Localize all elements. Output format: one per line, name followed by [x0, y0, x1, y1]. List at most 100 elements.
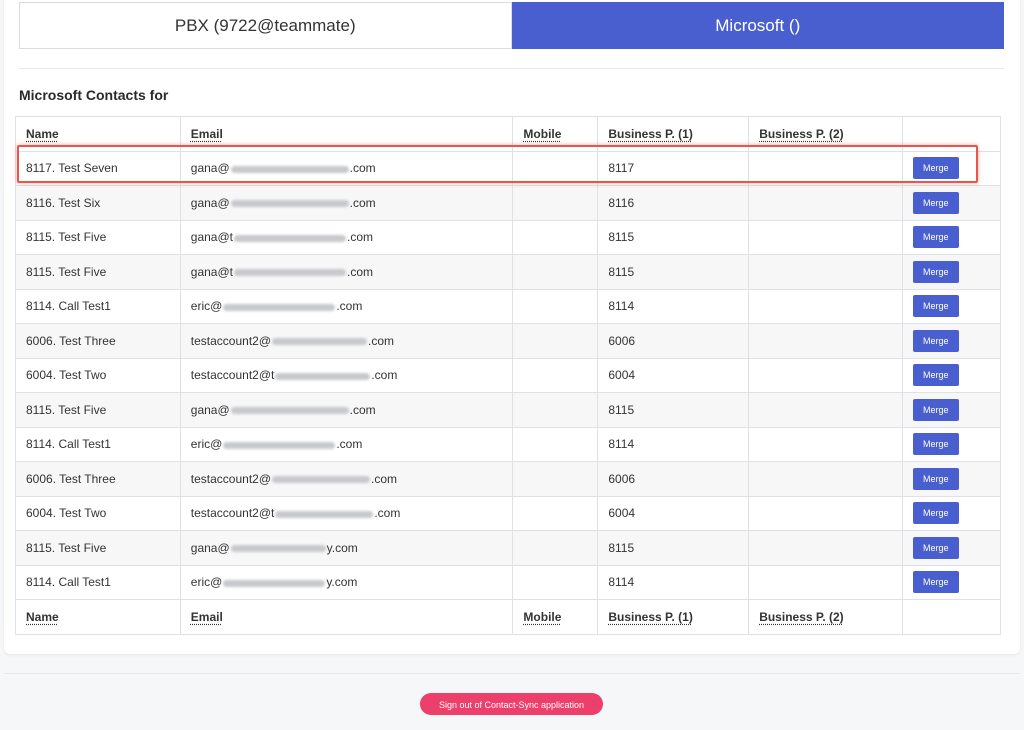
cell-email: eric@ y.com — [179, 564, 514, 600]
cell-mobile — [512, 357, 599, 393]
table-header-row: Name Email Mobile Business P. (1) Busine… — [15, 116, 1001, 152]
merge-button[interactable]: Merge — [913, 502, 959, 525]
redacted-blur — [223, 579, 326, 587]
merge-button[interactable]: Merge — [913, 364, 959, 387]
cell-action: Merge — [902, 426, 1001, 462]
cell-business-phone-1: 8115 — [597, 254, 750, 290]
cell-action: Merge — [902, 495, 1001, 531]
footer-action — [902, 599, 1001, 635]
cell-email: eric@ .com — [179, 288, 514, 324]
cell-name: 8114. Call Test1 — [15, 564, 181, 600]
cell-mobile — [512, 461, 599, 497]
footer-business-phone-2[interactable]: Business P. (2) — [748, 599, 904, 635]
cell-action: Merge — [902, 392, 1001, 428]
cell-business-phone-2 — [748, 495, 904, 531]
table-row: 8115. Test Five gana@ .com 8115 Merge — [15, 392, 1001, 428]
merge-button[interactable]: Merge — [913, 433, 959, 456]
cell-business-phone-1: 8114 — [597, 564, 750, 600]
cell-business-phone-2 — [748, 530, 904, 566]
cell-name: 8117. Test Seven — [15, 150, 181, 186]
cell-name: 6006. Test Three — [15, 323, 181, 359]
merge-button[interactable]: Merge — [913, 536, 959, 559]
merge-button[interactable]: Merge — [913, 260, 959, 283]
cell-business-phone-2 — [748, 357, 904, 393]
table-row: 6006. Test Three testaccount2@ .com 6006 … — [15, 323, 1001, 359]
cell-email: gana@t .com — [179, 219, 514, 255]
redacted-blur — [272, 476, 371, 484]
table-row: 8116. Test Six gana@ .com 8116 Merge — [15, 185, 1001, 221]
cell-mobile — [512, 219, 599, 255]
footer-name[interactable]: Name — [15, 599, 181, 635]
cell-action: Merge — [902, 564, 1001, 600]
tab-microsoft[interactable]: Microsoft () — [511, 2, 1004, 49]
cell-business-phone-2 — [748, 219, 904, 255]
cell-business-phone-1: 8116 — [597, 185, 750, 221]
cell-business-phone-1: 8117 — [597, 150, 750, 186]
header-business-phone-1[interactable]: Business P. (1) — [597, 116, 750, 152]
redacted-blur — [234, 234, 346, 242]
redacted-blur — [230, 200, 349, 208]
cell-mobile — [512, 495, 599, 531]
cell-name: 6004. Test Two — [15, 357, 181, 393]
cell-name: 6006. Test Three — [15, 461, 181, 497]
cell-business-phone-1: 8114 — [597, 288, 750, 324]
cell-business-phone-1: 6006 — [597, 461, 750, 497]
merge-button[interactable]: Merge — [913, 226, 959, 249]
merge-button[interactable]: Merge — [913, 467, 959, 490]
merge-button[interactable]: Merge — [913, 295, 959, 318]
cell-mobile — [512, 185, 599, 221]
footer-email[interactable]: Email — [179, 599, 514, 635]
cell-business-phone-1: 6006 — [597, 323, 750, 359]
redacted-blur — [230, 165, 349, 173]
cell-business-phone-2 — [748, 254, 904, 290]
cell-business-phone-1: 8115 — [597, 530, 750, 566]
header-business-phone-2[interactable]: Business P. (2) — [748, 116, 904, 152]
header-action — [902, 116, 1001, 152]
merge-button[interactable]: Merge — [913, 329, 959, 352]
cell-email: testaccount2@t .com — [179, 357, 514, 393]
redacted-blur — [223, 303, 336, 311]
cell-business-phone-1: 8114 — [597, 426, 750, 462]
cell-mobile — [512, 426, 599, 462]
cell-business-phone-2 — [748, 288, 904, 324]
cell-email: gana@t .com — [179, 254, 514, 290]
table-row: 8114. Call Test1 eric@ .com 8114 Merge — [15, 288, 1001, 324]
merge-button[interactable]: Merge — [913, 398, 959, 421]
merge-button[interactable]: Merge — [913, 157, 959, 180]
cell-action: Merge — [902, 254, 1001, 290]
footer-business-phone-1[interactable]: Business P. (1) — [597, 599, 750, 635]
section-title: Microsoft Contacts for — [19, 87, 169, 103]
table-row: 8115. Test Five gana@t .com 8115 Merge — [15, 219, 1001, 255]
cell-email: eric@ .com — [179, 426, 514, 462]
cell-business-phone-1: 6004 — [597, 357, 750, 393]
redacted-blur — [275, 510, 374, 518]
redacted-blur — [234, 269, 346, 277]
cell-mobile — [512, 323, 599, 359]
table-row: 6004. Test Two testaccount2@t .com 6004 M… — [15, 357, 1001, 393]
table-footer-row: Name Email Mobile Business P. (1) Busine… — [15, 599, 1001, 635]
table-row: 6006. Test Three testaccount2@ .com 6006 … — [15, 461, 1001, 497]
cell-email: gana@ .com — [179, 392, 514, 428]
cell-name: 6004. Test Two — [15, 495, 181, 531]
table-row: 8115. Test Five gana@ y.com 8115 Merge — [15, 530, 1001, 566]
table-row: 8115. Test Five gana@t .com 8115 Merge — [15, 254, 1001, 290]
divider — [19, 68, 1004, 69]
cell-business-phone-2 — [748, 461, 904, 497]
merge-button[interactable]: Merge — [913, 191, 959, 214]
cell-email: testaccount2@ .com — [179, 323, 514, 359]
sign-out-button[interactable]: Sign out of Contact-Sync application — [420, 693, 603, 715]
cell-mobile — [512, 254, 599, 290]
cell-email: testaccount2@t .com — [179, 495, 514, 531]
tab-pbx[interactable]: PBX (9722@teammate) — [19, 2, 512, 49]
cell-business-phone-2 — [748, 392, 904, 428]
merge-button[interactable]: Merge — [913, 571, 959, 594]
header-email[interactable]: Email — [179, 116, 514, 152]
footer-mobile[interactable]: Mobile — [512, 599, 599, 635]
table-row: 8114. Call Test1 eric@ .com 8114 Merge — [15, 426, 1001, 462]
cell-name: 8115. Test Five — [15, 392, 181, 428]
contacts-table: Name Email Mobile Business P. (1) Busine… — [15, 116, 1001, 635]
header-mobile[interactable]: Mobile — [512, 116, 599, 152]
redacted-blur — [223, 441, 336, 449]
header-name[interactable]: Name — [15, 116, 181, 152]
cell-business-phone-1: 8115 — [597, 392, 750, 428]
